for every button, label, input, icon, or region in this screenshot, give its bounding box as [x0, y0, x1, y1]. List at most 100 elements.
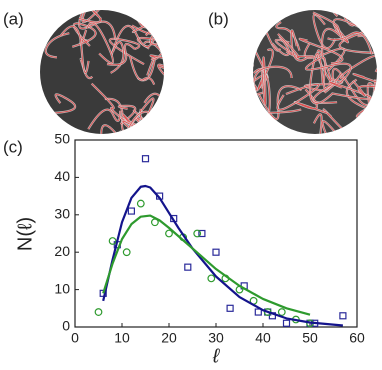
x-tick-label: 50 [302, 330, 318, 346]
fiber-trace [40, 122, 55, 134]
data-point [207, 274, 216, 283]
fiber-trace [82, 10, 104, 23]
fiber [48, 10, 85, 19]
fiber-trace [49, 10, 84, 18]
fiber-trace [368, 10, 377, 43]
panel-label: (a) [3, 9, 24, 28]
fiber-trace [262, 130, 289, 134]
fiber-trace [118, 105, 136, 125]
data-point [165, 229, 173, 238]
fiber-trace [109, 38, 145, 65]
data-point [127, 207, 135, 215]
fiber [43, 0, 64, 7]
fiber [160, 97, 164, 127]
y-tick-label: 0 [62, 318, 70, 334]
fiber-trace [312, 12, 344, 42]
fiber [144, 11, 164, 29]
fiber-trace [253, 90, 258, 117]
y-tick-label: 10 [54, 280, 70, 296]
x-tick-label: 30 [208, 330, 224, 346]
fiber-trace [330, 10, 377, 17]
y-tick-label: 40 [54, 168, 70, 184]
fiber-trace [101, 130, 122, 134]
fiber-trace [143, 41, 164, 69]
x-tick-label: 60 [349, 330, 365, 346]
fiber [272, 138, 303, 172]
fiber [253, 10, 263, 16]
fiber-trace [129, 56, 155, 85]
fiber-trace [156, 10, 164, 44]
fit-curve [102, 184, 343, 327]
x-tick-label: 0 [71, 330, 79, 346]
fiber-trace [166, 70, 181, 91]
fiber [25, 66, 38, 89]
fiber-trace [267, 0, 320, 7]
fiber-trace [313, 14, 336, 49]
y-tick-label: 50 [54, 131, 70, 147]
fiber-trace [253, 55, 258, 91]
fiber-trace [340, 55, 377, 80]
fiber [144, 19, 164, 46]
fiber [379, 55, 382, 81]
fiber [155, 10, 164, 44]
panel-label: (b) [208, 9, 229, 28]
fiber-trace [106, 43, 136, 66]
y-tick-label: 30 [54, 206, 70, 222]
data-point [193, 229, 202, 238]
fit-curve [102, 214, 311, 316]
fiber [40, 121, 55, 134]
fiber-trace [329, 81, 373, 100]
fiber-trace [150, 55, 164, 68]
fiber-trace [299, 38, 343, 64]
data-point [277, 308, 286, 316]
fiber-trace [309, 52, 333, 104]
y-axis-label: N(ℓ) [14, 217, 36, 251]
data-point [108, 237, 117, 245]
fiber-trace [45, 32, 70, 58]
fiber-trace [353, 73, 377, 103]
fiber-trace [261, 57, 266, 105]
fiber-trace [161, 97, 164, 126]
data-point [339, 312, 347, 320]
fiber-trace [253, 74, 268, 97]
fiber-trace [60, 25, 89, 74]
fiber [261, 129, 290, 134]
fiber-trace [271, 36, 290, 56]
data-point [198, 229, 206, 238]
fiber [253, 54, 258, 91]
fiber-trace [253, 91, 254, 114]
fiber-trace [122, 118, 164, 134]
data-point [212, 248, 220, 256]
data-point [136, 199, 145, 208]
fiber-trace [277, 33, 314, 59]
fiber [34, 0, 60, 7]
fiber-trace [155, 105, 164, 134]
fiber-trace [365, 19, 377, 40]
fiber-trace [253, 66, 293, 92]
fiber-trace [144, 93, 164, 134]
fiber [253, 90, 254, 114]
fiber-trace [87, 109, 121, 130]
fiber-trace [25, 66, 38, 89]
data-point [282, 319, 291, 327]
micrograph [40, 10, 164, 134]
fiber [166, 70, 181, 91]
fiber-trace [317, 50, 332, 82]
plot-frame [74, 139, 358, 328]
data-point [254, 308, 262, 316]
data-point [226, 304, 234, 312]
fiber [365, 18, 377, 41]
panel-label: (c) [3, 137, 23, 156]
fiber-trace [379, 55, 382, 81]
fiber [40, 10, 55, 29]
fiber [253, 25, 257, 46]
fiber-trace [78, 12, 116, 40]
fiber-trace [43, 0, 64, 7]
fiber [253, 89, 259, 117]
fiber [267, 0, 320, 7]
fiber-trace [47, 93, 76, 114]
fiber [367, 10, 377, 44]
fiber [100, 130, 122, 134]
data-point [122, 248, 131, 257]
